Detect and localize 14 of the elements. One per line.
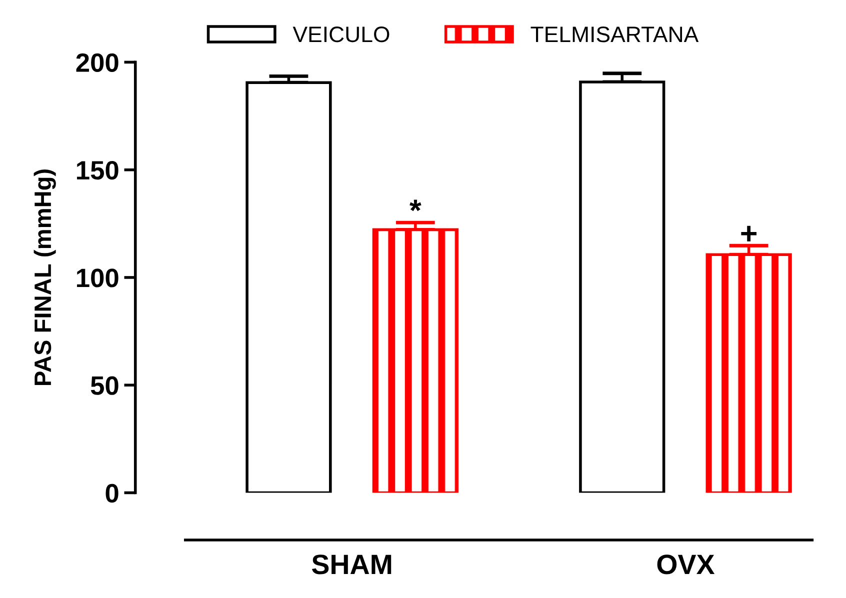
legend-label: VEICULO <box>292 26 390 42</box>
y-tick-label: 200 <box>76 53 118 72</box>
y-tick-label: 100 <box>77 268 118 288</box>
bar <box>246 81 332 493</box>
y-axis-title: PAS FINAL (mmHg) <box>34 170 56 385</box>
annotation: * <box>410 200 422 212</box>
y-tick-label: 150 <box>77 160 118 180</box>
y-tick-label: 0 <box>106 484 118 503</box>
bar <box>372 228 458 493</box>
y-tick-label: 50 <box>90 376 118 395</box>
x-tick-label: OVX <box>657 554 715 574</box>
x-tick-label: SHAM <box>312 554 392 574</box>
annotation: + <box>741 226 756 242</box>
legend-label: TELMISARTANA <box>530 26 699 42</box>
